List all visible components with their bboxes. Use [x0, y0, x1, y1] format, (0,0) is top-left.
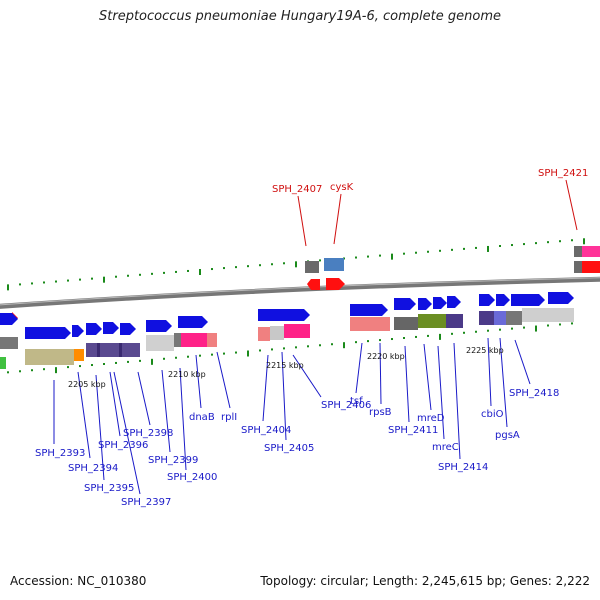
gene-arrow[interactable]: [511, 294, 545, 306]
gene-box-sph2421-a[interactable]: [574, 246, 600, 257]
gene-arrow[interactable]: [418, 298, 432, 310]
gene-label-sph2398[interactable]: SPH_2398: [123, 428, 173, 439]
leader-line: [404, 345, 410, 423]
gene-label-sph2418[interactable]: SPH_2418: [509, 388, 559, 399]
gene-arrow[interactable]: [394, 298, 416, 310]
leader-line: [137, 371, 151, 426]
upper-features: [12, 246, 600, 324]
kbp-label-2215: 2215 kbp: [266, 361, 304, 370]
gene-label-rpsb[interactable]: rpsB: [369, 407, 392, 418]
gene-arrow[interactable]: [178, 316, 208, 328]
kbp-label-2205: 2205 kbp: [68, 380, 106, 389]
leader-line: [262, 354, 269, 422]
gene-label-sph2393[interactable]: SPH_2393: [35, 448, 85, 459]
leader-line: [423, 343, 432, 411]
leader-line: [179, 367, 187, 471]
genome-info-text: Topology: circular; Length: 2,245,615 bp…: [260, 574, 590, 588]
gene-label-sph2396[interactable]: SPH_2396: [98, 440, 148, 451]
gene-label-rpli[interactable]: rplI: [221, 412, 237, 423]
gene-label-sph2404[interactable]: SPH_2404: [241, 425, 291, 436]
gene-label-sph2421[interactable]: SPH_2421: [538, 168, 588, 179]
gene-label-sph2405[interactable]: SPH_2405: [264, 443, 314, 454]
gene-arrow[interactable]: [72, 325, 84, 337]
kbp-label-2220: 2220 kbp: [367, 352, 405, 361]
leader-line: [379, 342, 382, 405]
leader-line: [355, 342, 363, 394]
label-leader-lines: [53, 179, 578, 495]
leader-line: [109, 371, 121, 437]
kbp-label-2225: 2225 kbp: [466, 346, 504, 355]
leader-line: [195, 354, 202, 409]
gene-label-cbio[interactable]: cbiO: [481, 409, 504, 420]
accession-text: Accession: NC_010380: [10, 574, 147, 588]
leader-line: [333, 193, 342, 245]
leader-line: [297, 195, 307, 247]
leader-line: [565, 179, 578, 231]
gene-arrow-sph2407[interactable]: [307, 279, 320, 290]
gene-arrow[interactable]: [548, 292, 574, 304]
kbp-label-2210: 2210 kbp: [168, 370, 206, 379]
gene-label-mrec[interactable]: mreC: [432, 442, 459, 453]
gene-arrow[interactable]: [479, 294, 495, 306]
leader-line: [499, 337, 508, 428]
genome-backbone: [0, 276, 600, 309]
gene-arrow[interactable]: [258, 309, 310, 321]
gene-label-sph2399[interactable]: SPH_2399: [148, 455, 198, 466]
gene-label-pgsa[interactable]: pgsA: [495, 430, 520, 441]
leader-line: [113, 371, 141, 495]
gene-label-cysk[interactable]: cysK: [330, 182, 354, 193]
gene-label-sph2411[interactable]: SPH_2411: [388, 425, 438, 436]
leader-line: [487, 337, 492, 407]
gene-arrow[interactable]: [496, 294, 510, 306]
leader-line: [292, 354, 322, 398]
gene-arrow[interactable]: [25, 327, 71, 339]
gene-arrow[interactable]: [447, 296, 461, 308]
gene-label-sph2406[interactable]: SPH_2406: [321, 400, 371, 411]
gene-label-sph2400[interactable]: SPH_2400: [167, 472, 217, 483]
leader-line: [281, 351, 287, 441]
gene-label-sph2397[interactable]: SPH_2397: [121, 497, 171, 508]
gene-label-sph2395[interactable]: SPH_2395: [84, 483, 134, 494]
gene-arrow[interactable]: [350, 304, 388, 316]
map-title: Streptococcus pneumoniae Hungary19A-6, c…: [99, 9, 501, 24]
gene-label-tsf[interactable]: tsf: [350, 396, 363, 407]
gene-boxes: [0, 308, 574, 369]
leader-line: [437, 345, 445, 440]
leader-line: [77, 371, 91, 459]
gene-arrow[interactable]: [433, 297, 447, 309]
gene-box-cysk[interactable]: [324, 258, 344, 271]
gene-label-sph2407[interactable]: SPH_2407: [272, 184, 322, 195]
leader-line: [216, 351, 231, 409]
leader-line: [161, 369, 171, 453]
gene-arrow[interactable]: [103, 322, 119, 334]
gene-arrow[interactable]: [0, 313, 18, 325]
leader-line: [514, 339, 531, 385]
tick-marks: [7, 238, 585, 374]
gene-arrow-cysk[interactable]: [326, 278, 345, 290]
gene-arrows: [0, 292, 574, 339]
leader-line: [453, 342, 461, 460]
gene-label-sph2414[interactable]: SPH_2414: [438, 462, 488, 473]
gene-label-dnab[interactable]: dnaB: [189, 412, 215, 423]
gene-arrow[interactable]: [146, 320, 172, 332]
leader-line: [95, 374, 105, 481]
gene-arrow[interactable]: [86, 323, 102, 335]
gene-arrow[interactable]: [120, 323, 136, 335]
gene-box-sph2407[interactable]: [305, 261, 319, 273]
gene-label-mred[interactable]: mreD: [417, 413, 445, 424]
gene-label-sph2394[interactable]: SPH_2394: [68, 463, 118, 474]
